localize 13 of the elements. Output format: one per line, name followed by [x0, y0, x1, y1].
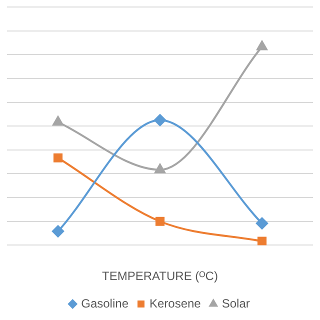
- point: [53, 153, 63, 162]
- legend-label: Kerosene: [149, 296, 202, 310]
- point: [52, 116, 64, 126]
- point: [256, 217, 268, 230]
- point: [52, 225, 64, 238]
- legend-label: Gasoline: [81, 296, 129, 310]
- point: [155, 216, 165, 226]
- point: [256, 40, 268, 50]
- point: [257, 236, 267, 246]
- legend-label: Solar: [222, 296, 250, 310]
- point: [154, 164, 166, 174]
- point: [154, 114, 166, 126]
- x-axis-title: TEMPERATURE (ᴼC): [102, 269, 218, 284]
